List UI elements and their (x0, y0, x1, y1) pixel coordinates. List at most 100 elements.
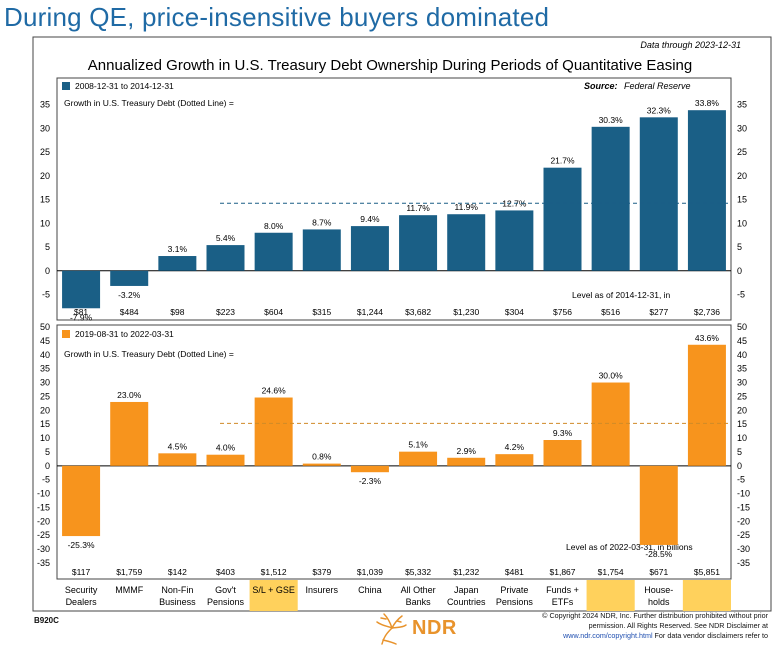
bot-ytick-right: 10 (737, 433, 747, 443)
top-bars (57, 110, 731, 309)
bot-bar-label: 4.2% (505, 442, 525, 452)
disclaimer-line-3: www.ndr.com/copyright.html For data vend… (496, 631, 768, 641)
bot-bar-label: 30.0% (599, 371, 624, 381)
top-ytick-right: 10 (737, 218, 747, 228)
top-level-value: $304 (505, 307, 524, 317)
category-highlight (586, 580, 635, 611)
bot-ytick-right: -5 (737, 475, 745, 485)
top-level-value: $98 (170, 307, 184, 317)
top-bar (302, 229, 341, 271)
bot-level-value: $1,512 (261, 567, 287, 577)
top-level-value: $484 (120, 307, 139, 317)
disclaimer-line-3-rest: For data vendor disclaimers refer to (652, 631, 768, 640)
chart-title: Annualized Growth in U.S. Treasury Debt … (88, 57, 692, 74)
bot-ytick-right: -30 (737, 544, 750, 554)
top-bar-label: 8.7% (312, 217, 332, 227)
category-labels: Security Dealers MMMF Non-Fin Business Gov't P… (65, 585, 673, 607)
bot-ytick-right: 5 (737, 447, 742, 457)
category-label: Pensions (207, 597, 245, 607)
bot-bar (495, 454, 534, 466)
top-level-value: $516 (601, 307, 620, 317)
category-label: Dealers (66, 597, 98, 607)
bottom-value-labels: -25.3% 23.0% 4.5% 4.0% 24.6% 0.8% -2.3% 5.1% 2.9… (68, 333, 720, 559)
category-label: House- (644, 585, 673, 595)
top-y-axis-left: 35 30 25 20 15 10 5 0 -5 (40, 100, 50, 300)
top-bar-label: 30.3% (599, 115, 624, 125)
top-bar (543, 167, 582, 271)
top-bar (495, 210, 534, 271)
bot-bar (110, 401, 149, 466)
top-bar-label: 33.8% (695, 98, 720, 108)
top-level-note: Level as of 2014-12-31, in (572, 290, 671, 300)
bot-bar-label: 4.5% (168, 441, 188, 451)
top-level-value: $315 (312, 307, 331, 317)
bot-bar (447, 457, 486, 466)
bot-ytick-left: 40 (40, 350, 50, 360)
top-bar-label: 21.7% (550, 156, 575, 166)
category-label: Japan (454, 585, 479, 595)
top-level-value: $2,736 (694, 307, 720, 317)
top-bar (591, 126, 630, 271)
bot-ytick-left: 45 (40, 336, 50, 346)
top-bar-label: 3.1% (168, 244, 188, 254)
bot-level-value: $379 (312, 567, 331, 577)
bot-level-value: $1,867 (550, 567, 576, 577)
bot-ytick-left: 0 (45, 461, 50, 471)
bot-bar-label: 9.3% (553, 428, 573, 438)
bot-bar-label: 5.1% (408, 440, 428, 450)
bot-bar-label: 0.8% (312, 452, 332, 462)
bot-ytick-left: -10 (37, 489, 50, 499)
category-label: Banks (406, 597, 432, 607)
top-ytick-right: 0 (737, 266, 742, 276)
top-ytick-left: 20 (40, 171, 50, 181)
category-label: Private (500, 585, 528, 595)
bot-ytick-left: 10 (40, 433, 50, 443)
bot-bar (399, 451, 438, 466)
bot-ytick-left: -5 (42, 475, 50, 485)
top-bar-label: 8.0% (264, 221, 284, 231)
top-ytick-right: 5 (737, 242, 742, 252)
top-legend-swatch (62, 82, 70, 90)
bot-bar (254, 397, 293, 466)
top-level-value: $277 (649, 307, 668, 317)
bot-level-value: $1,759 (116, 567, 142, 577)
top-dotted-note: Growth in U.S. Treasury Debt (Dotted Lin… (64, 98, 234, 108)
bot-bar (206, 454, 245, 466)
bot-bar (302, 463, 341, 466)
bot-level-value: $1,754 (598, 567, 624, 577)
bot-level-value: $481 (505, 567, 524, 577)
category-label: Insurers (306, 585, 339, 595)
top-legend-label: 2008-12-31 to 2014-12-31 (75, 81, 174, 91)
bot-level-value: $671 (649, 567, 668, 577)
bot-bar (158, 453, 197, 466)
top-level-value: $1,244 (357, 307, 383, 317)
bot-bar (591, 382, 630, 466)
bot-ytick-left: 20 (40, 405, 50, 415)
bot-bar-label: -25.3% (68, 540, 95, 550)
bottom-bars (57, 344, 731, 545)
source-value: Federal Reserve (624, 81, 691, 91)
category-label: MMMF (115, 585, 143, 595)
bot-ytick-left: -15 (37, 502, 50, 512)
top-level-value: $1,230 (453, 307, 479, 317)
bottom-legend-swatch (62, 330, 70, 338)
top-bar (399, 215, 438, 271)
page-headline: During QE, price-insensitive buyers domi… (4, 2, 550, 32)
top-ytick-left: 30 (40, 123, 50, 133)
bot-bar (350, 465, 389, 473)
copyright-link[interactable]: www.ndr.com/copyright.html (563, 631, 653, 640)
category-label: China (358, 585, 382, 595)
source-label: Source: (584, 81, 618, 91)
top-bar-label: 11.9% (454, 202, 478, 212)
bot-ytick-left: 15 (40, 419, 50, 429)
top-ytick-right: -5 (737, 290, 745, 300)
bot-ytick-right: -35 (737, 558, 750, 568)
chart-frame (32, 36, 772, 612)
category-label: Funds + (546, 585, 579, 595)
copyright-disclaimer: © Copyright 2024 NDR, Inc. Further distr… (496, 611, 768, 641)
bot-bar-label: -28.5% (645, 549, 672, 559)
bot-bar (543, 440, 582, 466)
bot-ytick-right: 45 (737, 336, 747, 346)
bot-bar-label: 23.0% (117, 390, 142, 400)
